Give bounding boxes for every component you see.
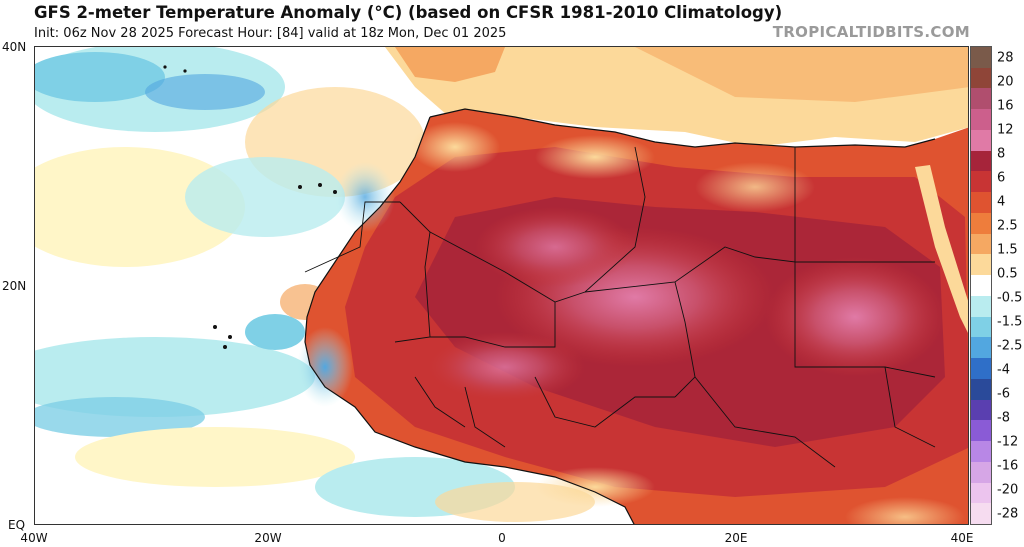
colorbar-label: -8 [997,410,1010,426]
colorbar-label: 2.5 [997,218,1018,234]
lon-label-20e: 20E [724,531,748,545]
colorbar-swatch [971,171,991,193]
map-title: GFS 2-meter Temperature Anomaly (°C) (ba… [34,3,783,22]
colorbar-label: -16 [997,458,1019,474]
colorbar-label: 0.5 [997,266,1018,282]
colorbar-label: -12 [997,434,1019,450]
colorbar-label: 6 [997,170,1006,186]
colorbar-label: 28 [997,50,1014,66]
red-sea [915,165,968,333]
lon-label-0: 0 [498,531,506,545]
colorbar-label: -20 [997,482,1019,498]
colorbar-swatch [971,316,991,338]
iberia [395,47,505,82]
lon-label-40w: 40W [20,531,48,545]
colorbar-swatch [971,67,991,89]
colorbar-swatch [971,150,991,172]
colorbar-swatch [971,275,991,297]
colorbar-swatch [971,378,991,401]
colorbar-swatch [971,47,991,69]
colorbar-label: -2.5 [997,338,1023,354]
lat-label-eq: EQ [8,518,26,532]
colorbar-label: 8 [997,146,1006,162]
colorbar-label: 12 [997,122,1014,138]
lon-label-20w: 20W [254,531,282,545]
colorbar-label: 1.5 [997,242,1018,258]
colorbar-swatch [971,212,991,235]
colorbar-swatch [971,233,991,255]
colorbar-swatch [971,192,991,214]
colorbar-swatch [971,482,991,504]
colorbar-swatch [971,358,991,380]
colorbar-swatch [971,109,991,131]
hot-core-sudan [765,257,945,377]
colorbar-swatch [971,420,991,442]
colorbar-swatch [971,399,991,421]
source-credit: TROPICALTIDBITS.COM [772,23,970,41]
colorbar-swatch [971,254,991,276]
colorbar-swatch [971,337,991,359]
colorbar-swatch [971,295,991,318]
map-subtitle: Init: 06z Nov 28 2025 Forecast Hour: [84… [34,26,507,41]
islands [163,65,337,349]
lat-label-40n: 40N [2,40,27,54]
colorbar-swatch [971,88,991,110]
coastline [304,108,936,524]
colorbar-label: 16 [997,98,1014,114]
colorbar-swatch [971,461,991,484]
temperature-anomaly-map [34,46,969,525]
colorbar-label: -28 [997,506,1019,522]
colorbar-swatch [971,503,991,525]
colorbar-swatch [971,441,991,463]
colorbar-label: -6 [997,386,1010,402]
colorbar [970,46,992,525]
colorbar-label: 20 [997,74,1014,90]
cold-patch-senegal [297,327,353,407]
colorbar-label: -0.5 [997,290,1023,306]
colorbar-swatch [971,129,991,152]
lat-label-20n: 20N [2,279,27,293]
colorbar-label: -4 [997,362,1010,378]
colorbar-label: -1.5 [997,314,1023,330]
country-borders [304,146,936,468]
colorbar-label: 4 [997,194,1006,210]
lon-label-40e: 40E [950,531,974,545]
